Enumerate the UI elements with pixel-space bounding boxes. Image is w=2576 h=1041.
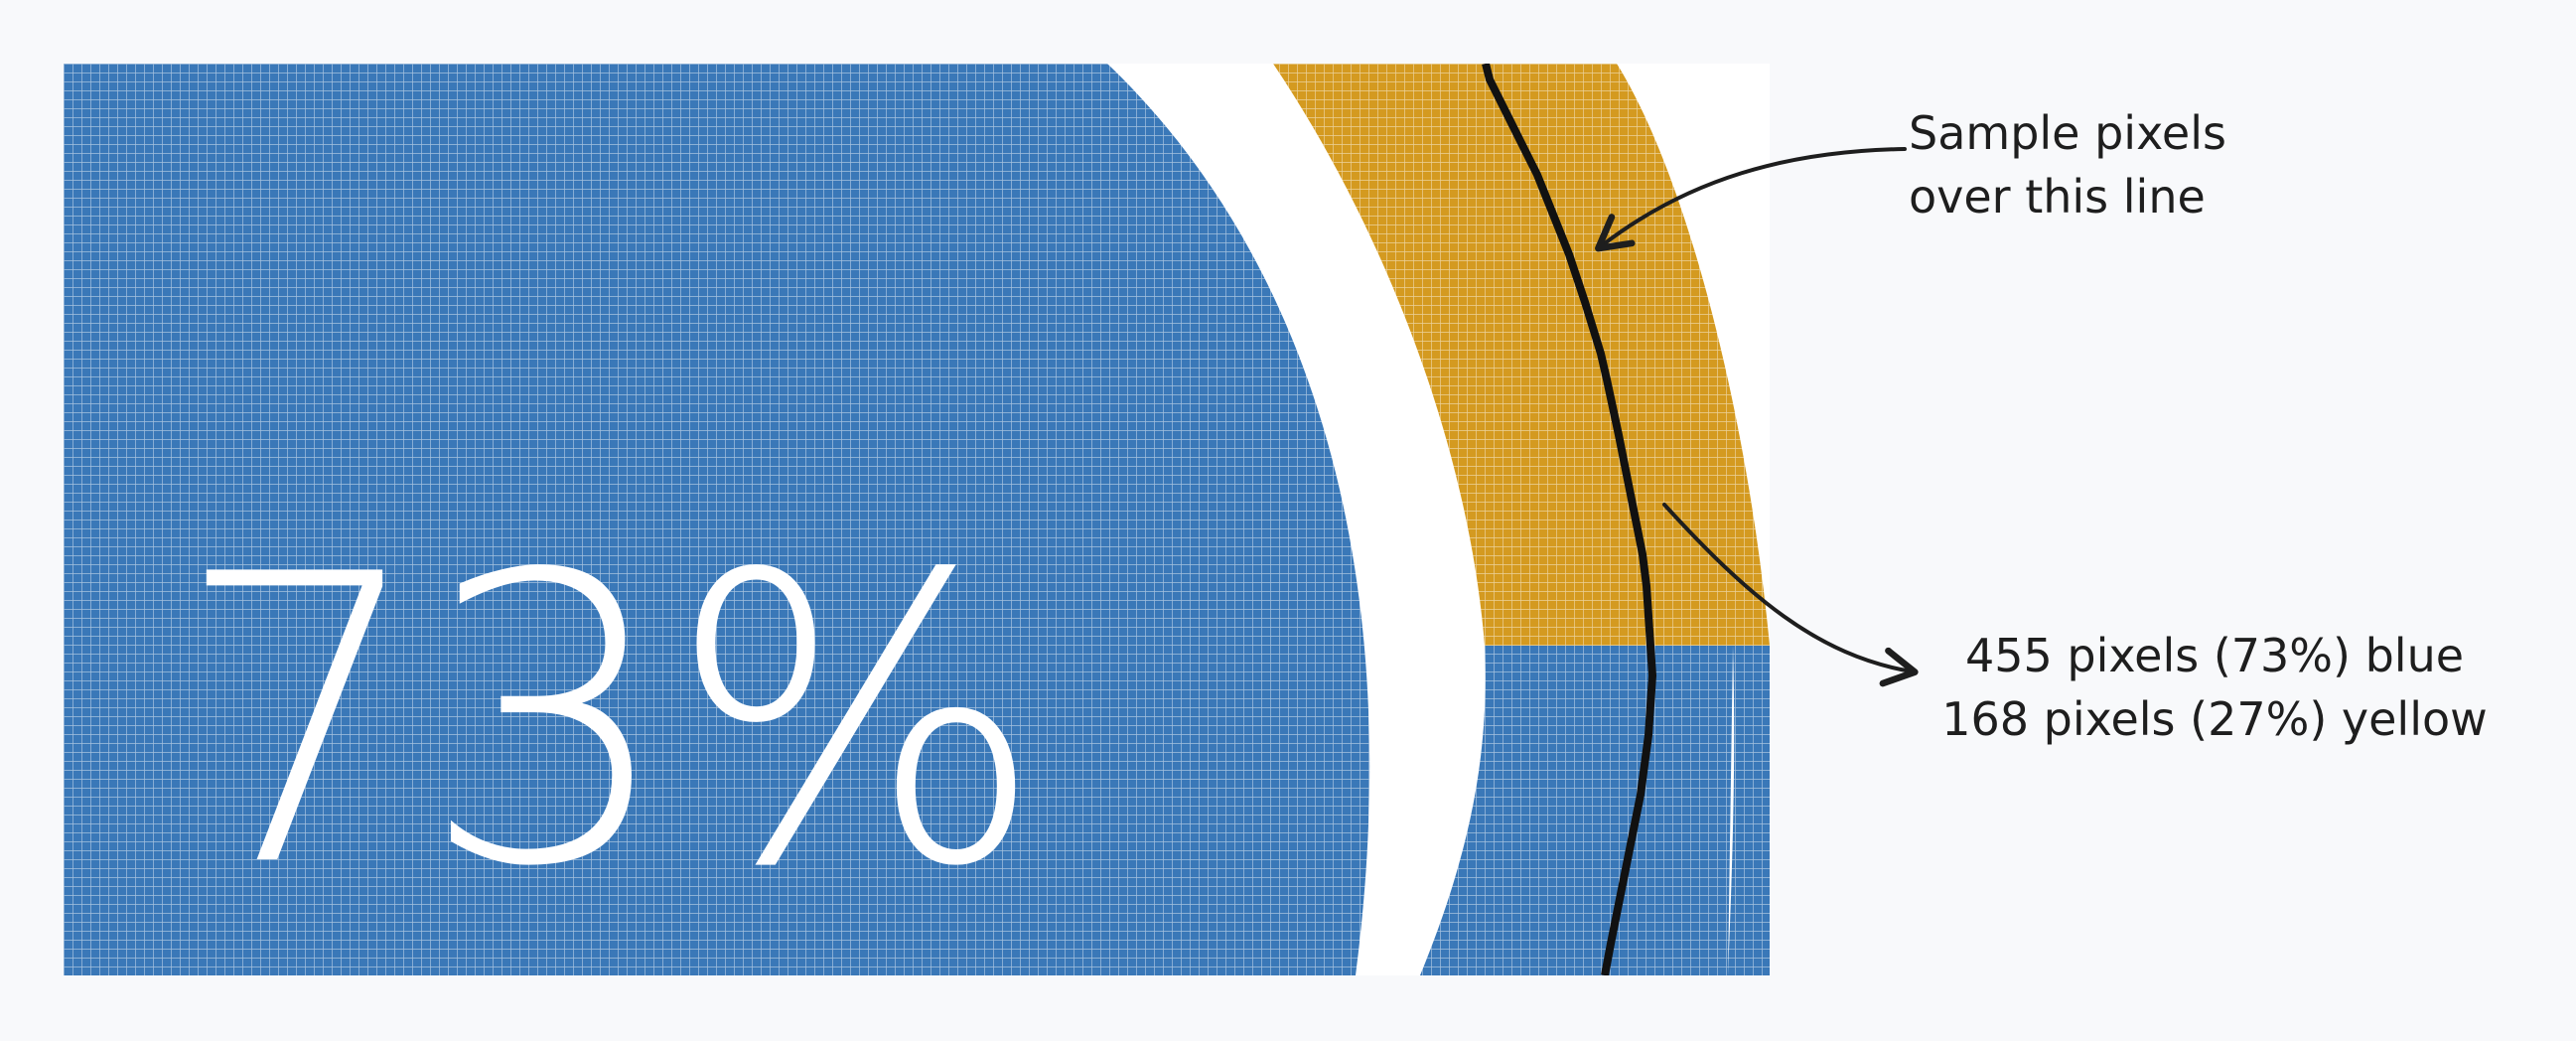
callout-top-line-1: Sample pixels (1909, 106, 2226, 160)
callout-bottom-line-1: 455 pixels (73%) blue (1965, 629, 2464, 682)
sample-line (1482, 64, 1657, 975)
callout-pixel-counts: 455 pixels (73%) blue 168 pixels (27%) y… (1662, 503, 2488, 746)
callout-sample-pixels: Sample pixels over this line (1595, 106, 2226, 252)
big-percent-label: 73% (174, 492, 1039, 954)
zoomed-pixel-panel: 73% (64, 64, 1770, 975)
arrow-to-sample-line (1595, 147, 1907, 252)
pixel-grid (64, 64, 1770, 975)
callout-bottom-line-2: 168 pixels (27%) yellow (1941, 692, 2487, 746)
callout-top-line-2: over this line (1909, 170, 2206, 223)
arrow-to-pixel-counts (1662, 503, 1919, 687)
